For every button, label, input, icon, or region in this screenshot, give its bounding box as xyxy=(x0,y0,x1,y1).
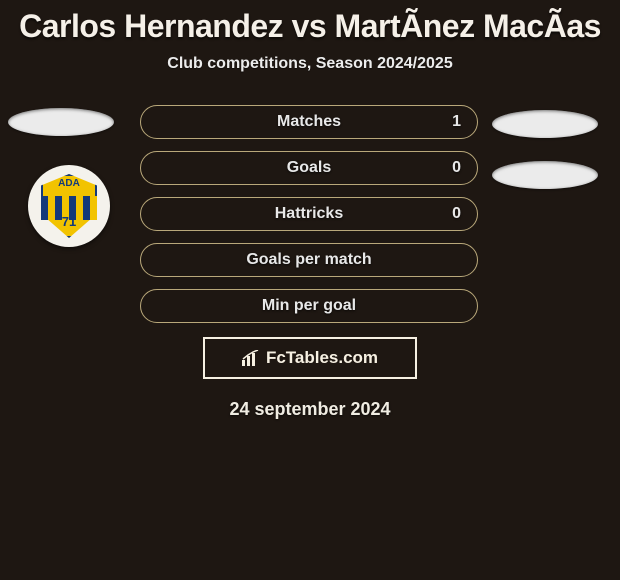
stat-row-matches: Matches 1 xyxy=(0,105,620,139)
stat-value: 0 xyxy=(452,205,461,223)
stat-label: Hattricks xyxy=(275,205,343,223)
stat-label: Min per goal xyxy=(262,297,356,315)
stat-bar: Goals 0 xyxy=(140,151,478,185)
stat-row-mpg: Min per goal xyxy=(0,289,620,323)
stat-label: Matches xyxy=(277,113,341,131)
stat-label: Goals per match xyxy=(246,251,371,269)
fctables-watermark: FcTables.com xyxy=(203,337,417,379)
fctables-label: FcTables.com xyxy=(266,348,378,368)
stat-row-hattricks: Hattricks 0 xyxy=(0,197,620,231)
stat-value: 0 xyxy=(452,159,461,177)
page-title: Carlos Hernandez vs MartÃ­nez MacÃ­as xyxy=(0,8,620,45)
stat-row-gpm: Goals per match xyxy=(0,243,620,277)
stat-bar: Matches 1 xyxy=(140,105,478,139)
stats-area: ADA 71 Matches 1 Goals 0 Hattricks 0 Goa… xyxy=(0,105,620,323)
stat-bar: Goals per match xyxy=(140,243,478,277)
stat-label: Goals xyxy=(287,159,331,177)
chart-icon xyxy=(242,350,260,366)
date-text: 24 september 2024 xyxy=(0,399,620,420)
stat-bar: Min per goal xyxy=(140,289,478,323)
page-subtitle: Club competitions, Season 2024/2025 xyxy=(0,55,620,73)
stat-row-goals: Goals 0 xyxy=(0,151,620,185)
header: Carlos Hernandez vs MartÃ­nez MacÃ­as Cl… xyxy=(0,0,620,73)
stat-value: 1 xyxy=(452,113,461,131)
stat-bar: Hattricks 0 xyxy=(140,197,478,231)
